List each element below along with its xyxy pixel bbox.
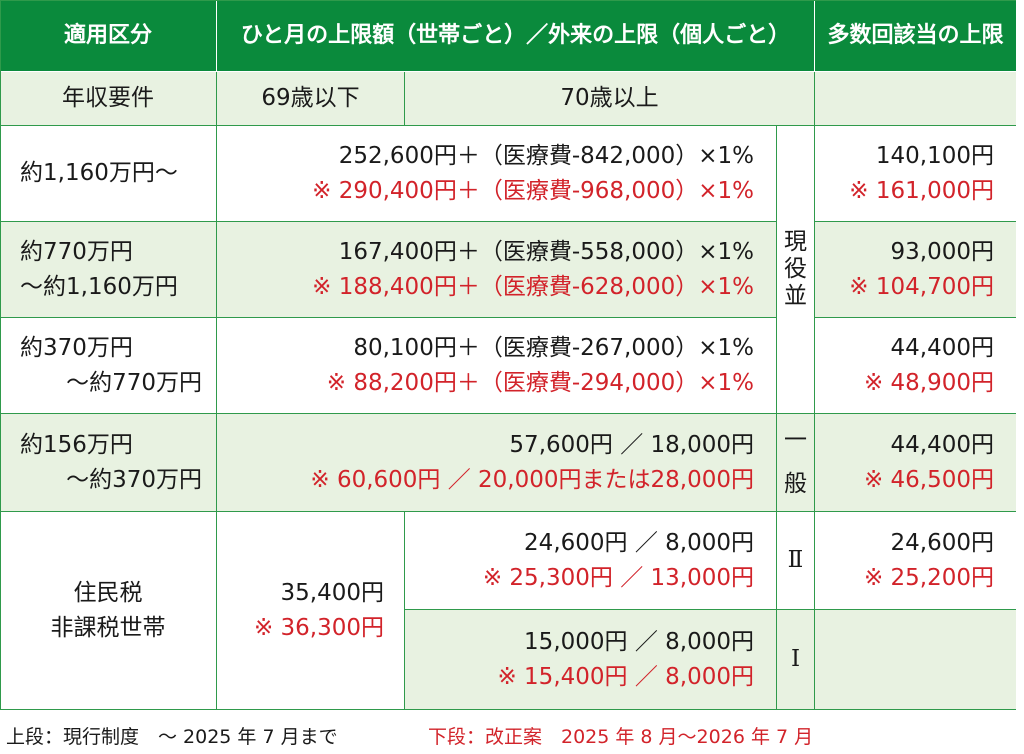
header-category: 適用区分 [0, 0, 217, 72]
row1-income: 約1,160万円〜 [0, 126, 217, 222]
subheader-income: 年収要件 [0, 72, 217, 126]
header-category-text: 適用区分 [63, 23, 152, 48]
tier1-label-text: Ⅰ [790, 646, 801, 673]
row3-multi-current: 44,400円 [890, 335, 994, 361]
ippan-char-2: 般 [784, 470, 807, 497]
row3-current: 80,100円＋（医療費-267,000）×1% [353, 335, 754, 361]
row1-proposed: ※ 290,400円＋（医療費-968,000）×1% [312, 177, 754, 204]
row3-multiple: 44,400円 ※ 48,900円 [815, 318, 1016, 414]
tier2-current: 24,600円 ／ 8,000円 [524, 530, 754, 556]
row1-income-text: 約1,160万円〜 [20, 160, 178, 187]
subheader-over70: 70歳以上 [405, 72, 815, 126]
row2-multi-current: 93,000円 [890, 239, 994, 265]
header-monthly-limit: ひと月の上限額（世帯ごと）／外来の上限（個人ごと） [217, 0, 815, 72]
tier2-proposed: ※ 25,300円 ／ 13,000円 [482, 564, 754, 591]
genekinami-label: 現 役 並 [777, 126, 815, 414]
exempt-label-l2: 非課税世帯 [50, 614, 166, 641]
header-monthly-limit-text: ひと月の上限額（世帯ごと）／外来の上限（個人ごと） [240, 23, 791, 48]
exempt-label: 住民税 非課税世帯 [0, 512, 217, 710]
tier2-multi-current: 24,600円 [890, 530, 994, 556]
exempt-under69: 35,400円 ※ 36,300円 [217, 512, 405, 710]
row4-monthly: 57,600円 ／ 18,000円 ※ 60,600円 ／ 20,000円または… [217, 414, 777, 512]
row2-income-l2: 〜約1,160万円 [20, 273, 178, 300]
row4-income-l2: 〜約370万円 [66, 466, 202, 493]
row2-multi-proposed: ※ 104,700円 [849, 273, 994, 300]
row3-monthly: 80,100円＋（医療費-267,000）×1% ※ 88,200円＋（医療費-… [217, 318, 777, 414]
header-multiple-text: 多数回該当の上限 [827, 23, 1004, 48]
row4-multiple: 44,400円 ※ 46,500円 [815, 414, 1016, 512]
row4-multi-current: 44,400円 [890, 432, 994, 458]
ippan-vertical-text: 一 般 [784, 419, 807, 506]
row1-current: 252,600円＋（医療費-842,000）×1% [338, 143, 754, 169]
ippan-label: 一 般 [777, 414, 815, 512]
row4-current: 57,600円 ／ 18,000円 [509, 432, 754, 458]
tier1-current: 15,000円 ／ 8,000円 [524, 629, 754, 655]
row3-income-l1: 約370万円 [20, 335, 133, 361]
tier1-monthly: 15,000円 ／ 8,000円 ※ 15,400円 ／ 8,000円 [405, 610, 777, 710]
tier1-multiple-empty [815, 610, 1016, 710]
exempt-under69-proposed: ※ 36,300円 [253, 614, 384, 641]
ippan-char-1: 一 [784, 426, 807, 453]
genekinami-char-1: 現 [784, 228, 807, 255]
tier2-label-text: Ⅱ [787, 547, 804, 574]
row1-multiple: 140,100円 ※ 161,000円 [815, 126, 1016, 222]
subheader-under69: 69歳以下 [217, 72, 405, 126]
tier1-proposed: ※ 15,400円 ／ 8,000円 [497, 663, 754, 690]
subheader-multiple-empty [815, 72, 1016, 126]
row3-income: 約370万円 〜約770万円 [0, 318, 217, 414]
row3-multi-proposed: ※ 48,900円 [863, 369, 994, 396]
row4-proposed: ※ 60,600円 ／ 20,000円または28,000円 [310, 466, 754, 493]
row2-multiple: 93,000円 ※ 104,700円 [815, 222, 1016, 318]
row1-multi-current: 140,100円 [875, 143, 994, 169]
row2-proposed: ※ 188,400円＋（医療費-628,000）×1% [312, 273, 754, 300]
footer-current-note: 上段：現行制度 〜 2025 年 7 月まで [6, 726, 338, 748]
row2-current: 167,400円＋（医療費-558,000）×1% [338, 239, 754, 265]
row4-income: 約156万円 〜約370万円 [0, 414, 217, 512]
genekinami-char-3: 並 [784, 283, 807, 310]
row1-multi-proposed: ※ 161,000円 [849, 177, 994, 204]
row2-income-l1: 約770万円 [20, 239, 133, 265]
footer-proposed-note: 下段：改正案 2025 年 8 月〜2026 年 7 月 [428, 726, 814, 748]
subheader-over70-text: 70歳以上 [560, 85, 659, 112]
row3-proposed: ※ 88,200円＋（医療費-294,000）×1% [326, 369, 754, 396]
genekinami-char-2: 役 [784, 255, 807, 282]
tier2-label: Ⅱ [777, 512, 815, 610]
subheader-income-text: 年収要件 [62, 85, 154, 112]
exempt-label-l1: 住民税 [73, 580, 143, 606]
header-multiple: 多数回該当の上限 [815, 0, 1016, 72]
tier1-label: Ⅰ [777, 610, 815, 710]
row1-monthly: 252,600円＋（医療費-842,000）×1% ※ 290,400円＋（医療… [217, 126, 777, 222]
exempt-under69-current: 35,400円 [280, 580, 384, 606]
row4-multi-proposed: ※ 46,500円 [863, 466, 994, 493]
tier2-multi-proposed: ※ 25,200円 [863, 564, 994, 591]
row2-income: 約770万円 〜約1,160万円 [0, 222, 217, 318]
tier2-monthly: 24,600円 ／ 8,000円 ※ 25,300円 ／ 13,000円 [405, 512, 777, 610]
subheader-under69-text: 69歳以下 [261, 85, 360, 112]
row4-income-l1: 約156万円 [20, 432, 133, 458]
row3-income-l2: 〜約770万円 [66, 369, 202, 396]
row2-monthly: 167,400円＋（医療費-558,000）×1% ※ 188,400円＋（医療… [217, 222, 777, 318]
genekinami-vertical-text: 現 役 並 [784, 229, 807, 310]
tier2-multiple: 24,600円 ※ 25,200円 [815, 512, 1016, 610]
